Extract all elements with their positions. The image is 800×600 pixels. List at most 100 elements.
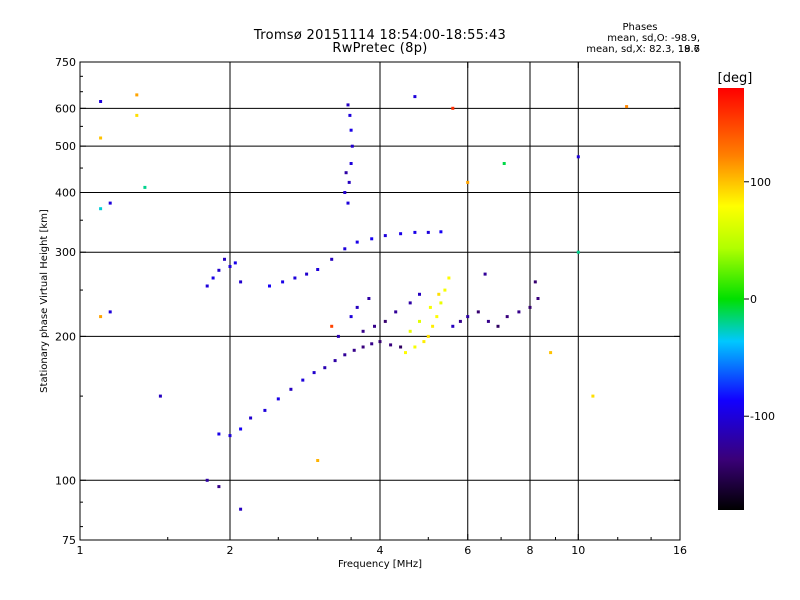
data-point <box>281 280 285 284</box>
data-point <box>408 301 412 305</box>
data-point <box>536 297 540 300</box>
data-point <box>99 100 103 103</box>
y-tick-label: 100 <box>55 474 76 487</box>
data-point <box>239 280 243 284</box>
data-point <box>625 105 629 109</box>
colorbar-tick-label: 100 <box>750 176 771 189</box>
chart-subtitle: RwPretec (8p) <box>332 41 428 56</box>
data-point <box>394 310 398 314</box>
y-tick-label: 300 <box>55 246 76 259</box>
data-point <box>343 191 347 194</box>
data-point <box>349 162 353 165</box>
y-tick-label: 400 <box>55 186 76 199</box>
data-point <box>373 324 376 328</box>
data-point <box>217 268 221 272</box>
colorbar-tick-label: -100 <box>750 410 775 423</box>
x-tick-label: 2 <box>227 544 234 557</box>
data-point <box>293 276 297 280</box>
data-point <box>533 280 537 284</box>
axes: 1 2 4 6 8 10 16 75 100 200 300 400 500 600 750 <box>55 56 687 557</box>
data-point <box>549 351 553 355</box>
data-point <box>99 136 103 140</box>
data-point <box>431 324 435 328</box>
colorbar-label: [deg] <box>718 71 753 86</box>
data-point <box>343 247 347 251</box>
data-point <box>239 507 243 511</box>
data-point <box>349 128 353 132</box>
data-point <box>486 319 490 323</box>
data-point <box>383 319 387 323</box>
phases-heading: Phases <box>622 22 658 33</box>
grid-lines <box>80 62 680 540</box>
data-point <box>323 366 327 370</box>
data-point <box>349 315 353 319</box>
data-point <box>99 207 103 211</box>
data-point <box>99 315 103 319</box>
data-points <box>99 93 629 511</box>
data-point <box>361 345 365 349</box>
data-point <box>418 319 421 323</box>
data-point <box>143 185 147 189</box>
data-point <box>348 113 352 117</box>
colorbar-tick-label: 0 <box>750 293 757 306</box>
chart-title: Tromsø 20151114 18:54:00-18:55:43 <box>253 28 507 43</box>
data-point <box>451 324 455 328</box>
x-tick-label: 10 <box>571 544 585 557</box>
data-point <box>466 180 470 184</box>
data-point <box>370 237 374 241</box>
data-point <box>217 485 221 489</box>
data-point <box>413 345 417 349</box>
data-point <box>413 230 417 234</box>
data-point <box>344 171 348 175</box>
data-point <box>135 93 139 97</box>
data-point <box>505 315 509 319</box>
data-point <box>361 329 365 333</box>
data-point <box>370 342 374 346</box>
data-point <box>233 261 237 265</box>
colorbar <box>718 88 744 510</box>
x-tick-label: 8 <box>527 544 534 557</box>
data-point <box>330 257 334 261</box>
data-point <box>263 408 267 412</box>
data-point <box>223 257 226 261</box>
data-point <box>217 432 221 436</box>
data-point <box>108 201 112 205</box>
data-point <box>108 310 112 314</box>
x-tick-label: 6 <box>464 544 471 557</box>
data-point <box>476 310 480 314</box>
data-point <box>276 397 280 401</box>
y-tick-label: 200 <box>55 330 76 343</box>
data-point <box>439 230 443 234</box>
data-point <box>576 250 580 254</box>
data-point <box>413 95 417 99</box>
data-point <box>352 348 356 352</box>
data-point <box>502 162 506 165</box>
data-point <box>437 292 441 296</box>
y-tick-label: 750 <box>55 56 76 69</box>
data-point <box>346 103 350 107</box>
data-point <box>466 315 470 319</box>
data-point <box>330 324 334 328</box>
data-point <box>428 305 432 309</box>
y-tick-label: 500 <box>55 140 76 153</box>
data-point <box>404 351 407 355</box>
data-point <box>289 387 293 391</box>
data-point <box>336 334 340 338</box>
data-point <box>249 416 253 420</box>
data-point <box>426 230 430 234</box>
x-axis-label: Frequency [MHz] <box>338 559 422 570</box>
data-point <box>158 394 162 398</box>
colorbar-ticks: 100 0 -100 <box>744 176 775 423</box>
data-point <box>389 343 393 347</box>
data-point <box>343 353 347 357</box>
data-point <box>333 359 337 363</box>
data-point <box>422 340 426 344</box>
y-tick-label: 600 <box>55 102 76 115</box>
data-point <box>211 276 215 280</box>
data-point <box>418 292 421 296</box>
x-tick-label: 16 <box>673 544 687 557</box>
phase-stats-x: mean, sd,X: 82.3, 19.7 <box>586 44 700 55</box>
data-point <box>135 113 139 117</box>
